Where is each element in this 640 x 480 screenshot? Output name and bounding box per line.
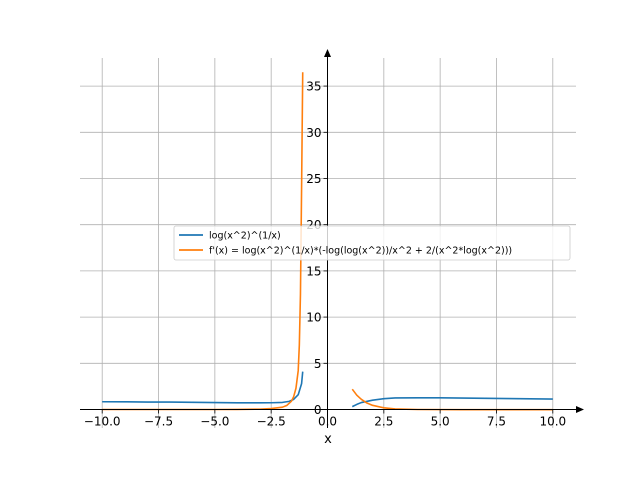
y-tick-label: 15 — [306, 264, 321, 278]
x-tick-label: −5.0 — [200, 415, 229, 429]
x-tick-label: −10.0 — [84, 415, 121, 429]
y-tick-label: 10 — [306, 311, 321, 325]
y-tick-label: 5 — [314, 357, 322, 371]
y-tick-label: 0 — [314, 403, 322, 417]
x-tick-label: −7.5 — [144, 415, 173, 429]
y-tick-label: 30 — [306, 126, 321, 140]
y-tick-label: 25 — [306, 172, 321, 186]
x-tick-label: 0.0 — [318, 415, 337, 429]
x-tick-label: 2.5 — [374, 415, 393, 429]
x-tick-label: 7.5 — [487, 415, 506, 429]
legend-label-2: f'(x) = log(x^2)^(1/x)*(-log(log(x^2))/x… — [209, 246, 512, 257]
legend-box — [173, 225, 571, 261]
x-axis-label: x — [324, 432, 332, 447]
x-tick-label: 10.0 — [539, 415, 566, 429]
legend: log(x^2)^(1/x) f'(x) = log(x^2)^(1/x)*(-l… — [173, 225, 571, 261]
y-axis-arrow — [324, 49, 331, 57]
legend-label-1: log(x^2)^(1/x) — [209, 231, 281, 242]
x-tick-label: 5.0 — [431, 415, 450, 429]
ticks: −10.0 −7.5 −5.0 −2.5 0.0 2.5 5.0 7.5 10.0 0 5 10 15 2… — [84, 80, 566, 429]
y-tick-label: 35 — [306, 80, 321, 94]
x-tick-label: −2.5 — [257, 415, 286, 429]
series-1-line-segment-2 — [351, 396, 553, 408]
x-axis-arrow — [576, 406, 584, 413]
series-1-line-segment-1 — [102, 371, 304, 404]
